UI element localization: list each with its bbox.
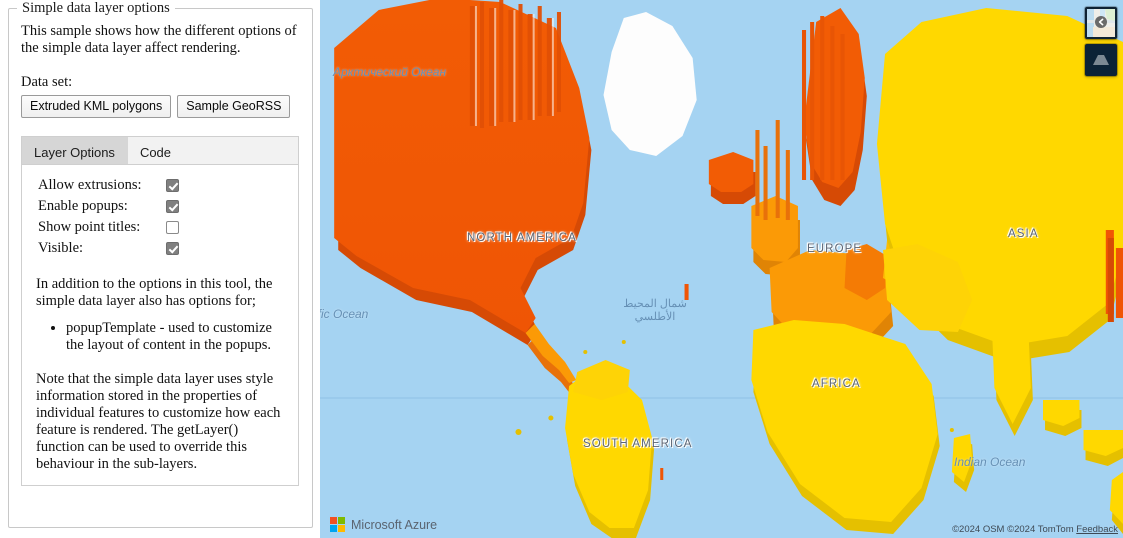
polygon-british-isles <box>751 120 800 276</box>
microsoft-logo-icon <box>330 517 345 532</box>
panel-intro-text: This sample shows how the different opti… <box>21 23 297 56</box>
polygon-south-america <box>565 360 655 538</box>
azure-branding-text: Microsoft Azure <box>351 517 438 532</box>
island-dots <box>515 340 954 435</box>
polygon-greenland <box>603 12 697 156</box>
polygon-scandinavia <box>802 8 867 206</box>
map-style-picker-button[interactable] <box>1085 7 1117 39</box>
dataset-label: Data set: <box>21 74 73 90</box>
label-allow-extrusions: Allow extrusions: <box>38 177 142 193</box>
checkbox-enable-popups[interactable] <box>166 200 179 213</box>
sample-georss-button[interactable]: Sample GeoRSS <box>177 95 291 118</box>
tabstrip: Layer Options Code <box>22 137 298 165</box>
tab-panel-layer-options: Allow extrusions: Enable popups: Show po… <box>22 165 298 485</box>
azure-maps-canvas[interactable]: Арктический Океан ific Ocean شمال المحيط… <box>320 0 1123 538</box>
option-row-enable-popups: Enable popups: <box>38 196 288 217</box>
map-controls <box>1085 7 1117 76</box>
note-intro-text: In addition to the options in this tool,… <box>36 276 273 309</box>
polygon-iceland <box>708 152 756 204</box>
tab-layer-options[interactable]: Layer Options <box>22 137 128 164</box>
feedback-link[interactable]: Feedback <box>1076 524 1118 535</box>
pitch-icon <box>1093 55 1109 65</box>
map-pitch-control-button[interactable] <box>1085 44 1117 76</box>
label-visible: Visible: <box>38 240 84 256</box>
simple-data-layer-fieldset: Simple data layer options This sample sh… <box>8 0 313 528</box>
options-tabs: Layer Options Code Allow extrusions: Ena… <box>21 136 299 486</box>
dataset-button-row: Extruded KML polygons Sample GeoRSS <box>21 95 300 118</box>
options-bullet-list: popupTemplate - used to customize the la… <box>32 320 288 354</box>
tab-code[interactable]: Code <box>139 145 172 160</box>
option-row-show-point-titles: Show point titles: <box>38 217 288 238</box>
polygon-north-america <box>334 0 592 395</box>
map-extruded-polygons <box>320 0 1123 538</box>
map-thumbnail-icon <box>1087 9 1115 37</box>
checkbox-visible[interactable] <box>166 242 179 255</box>
option-row-visible: Visible: <box>38 238 288 259</box>
polygon-australia <box>1109 472 1123 534</box>
attribution-text: ©2024 OSM ©2024 TomTom <box>952 524 1074 535</box>
extruded-spike-markers <box>660 284 689 480</box>
extruded-kml-polygons-button[interactable]: Extruded KML polygons <box>21 95 172 118</box>
label-enable-popups: Enable popups: <box>38 198 128 214</box>
polygon-africa <box>751 320 975 534</box>
note-body-text: Note that the simple data layer uses sty… <box>36 371 281 472</box>
checkbox-allow-extrusions[interactable] <box>166 179 179 192</box>
polygon-asia <box>876 8 1123 466</box>
bullet-popup-template: popupTemplate - used to customize the la… <box>66 320 288 354</box>
azure-branding: Microsoft Azure <box>330 517 437 532</box>
options-panel: Simple data layer options This sample sh… <box>0 0 320 538</box>
checkbox-show-point-titles[interactable] <box>166 221 179 234</box>
panel-legend: Simple data layer options <box>17 0 175 16</box>
map-attribution: ©2024 OSM ©2024 TomTom Feedback <box>952 524 1118 535</box>
label-show-point-titles: Show point titles: <box>38 219 141 235</box>
option-row-allow-extrusions: Allow extrusions: <box>38 175 288 196</box>
